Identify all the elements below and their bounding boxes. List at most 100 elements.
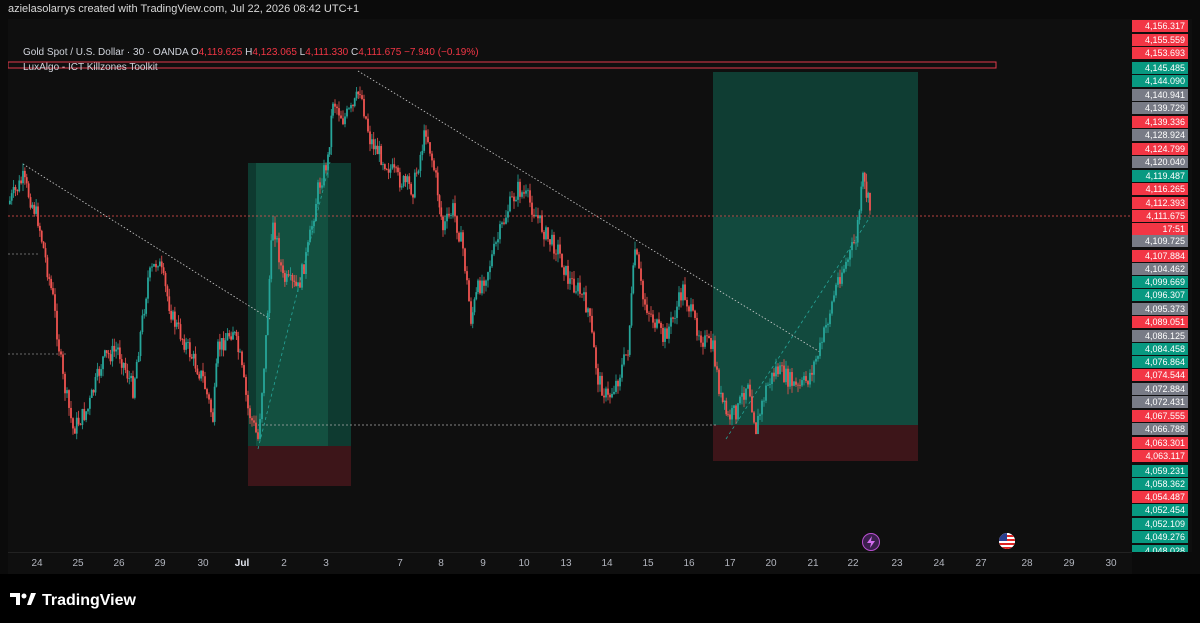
top-bar: azielasolarrys created with TradingView.… — [0, 0, 1200, 18]
time-label: 29 — [1063, 558, 1075, 569]
long-position-1-stop[interactable] — [248, 446, 351, 486]
price-label: 4,096.307 — [1132, 289, 1188, 301]
projection-line-1 — [257, 161, 331, 450]
time-label: 25 — [72, 558, 84, 569]
price-label: 4,095.373 — [1132, 303, 1188, 315]
price-label: 4,067.555 — [1132, 410, 1188, 422]
projection-line-2 — [725, 216, 871, 440]
chart-pane[interactable]: Gold Spot / U.S. Dollar · 30 · OANDA O4,… — [8, 19, 1132, 552]
us-flag-icon[interactable] — [999, 533, 1015, 549]
high-label: H — [245, 47, 253, 58]
resistance-zone[interactable] — [8, 61, 997, 69]
long-position-1-inner — [256, 163, 328, 446]
price-label: 4,059.231 — [1132, 465, 1188, 477]
price-label: 4,144.090 — [1132, 75, 1188, 87]
price-label: 4,052.109 — [1132, 518, 1188, 530]
price-label: 4,049.276 — [1132, 531, 1188, 543]
long-position-2-entry[interactable] — [713, 217, 918, 425]
open-value: 4,119.625 — [198, 47, 243, 58]
price-label: 4,124.799 — [1132, 143, 1188, 155]
price-label: 4,112.393 — [1132, 197, 1188, 209]
symbol-title[interactable]: Gold Spot / U.S. Dollar · 30 · OANDA — [23, 47, 189, 58]
time-label: 30 — [197, 558, 209, 569]
price-label: 4,054.487 — [1132, 491, 1188, 503]
time-label: 7 — [397, 558, 403, 569]
price-label: 4,107.884 — [1132, 250, 1188, 262]
price-label: 4,072.884 — [1132, 383, 1188, 395]
time-label: 8 — [438, 558, 444, 569]
price-label: 4,139.729 — [1132, 102, 1188, 114]
price-label: 4,076.864 — [1132, 356, 1188, 368]
price-label: 4,119.487 — [1132, 170, 1188, 182]
tradingview-logo-icon — [10, 591, 36, 612]
price-label: 4,111.675 — [1132, 210, 1188, 222]
price-label: 4,116.265 — [1132, 183, 1188, 195]
price-label: 4,104.462 — [1132, 263, 1188, 275]
price-label: 4,156.317 — [1132, 20, 1188, 32]
time-label: 24 — [933, 558, 945, 569]
price-label: 4,128.924 — [1132, 129, 1188, 141]
time-label: 24 — [31, 558, 43, 569]
time-axis[interactable]: 24 25 26 29 30 Jul 2 3 7 8 9 10 13 14 15 16 17 20 21 22 23 24… — [8, 552, 1132, 575]
price-scale[interactable]: 4,156.317 4,155.559 4,153.693 4,145.485 4,14… — [1132, 19, 1192, 552]
time-label: 14 — [601, 558, 613, 569]
low-value: 4,111.330 — [305, 47, 349, 58]
time-label: 3 — [323, 558, 329, 569]
chart-credit: azielasolarrys created with TradingView.… — [8, 3, 360, 15]
time-label: 10 — [518, 558, 530, 569]
high-value: 4,123.065 — [252, 47, 297, 58]
price-label: 4,072.431 — [1132, 396, 1188, 408]
tradingview-brand[interactable]: TradingView — [10, 591, 136, 611]
open-label: O — [190, 47, 199, 58]
time-label: 13 — [560, 558, 572, 569]
candle-series — [8, 86, 871, 441]
price-label: 4,048.028 — [1132, 545, 1188, 552]
price-label: 4,153.693 — [1132, 47, 1188, 59]
long-position-2-target[interactable] — [713, 72, 918, 217]
time-label: 23 — [891, 558, 903, 569]
price-label: 4,063.117 — [1132, 450, 1188, 462]
time-label: 9 — [480, 558, 486, 569]
time-label: 16 — [683, 558, 695, 569]
price-label: 4,155.559 — [1132, 34, 1188, 46]
time-label: 20 — [765, 558, 777, 569]
price-label: 4,052.454 — [1132, 504, 1188, 516]
price-label: 4,139.336 — [1132, 116, 1188, 128]
time-label: 15 — [642, 558, 654, 569]
price-label: 4,140.941 — [1132, 89, 1188, 101]
price-label: 4,099.669 — [1132, 276, 1188, 288]
time-label: 28 — [1021, 558, 1033, 569]
time-label: 17 — [724, 558, 736, 569]
time-label: 21 — [807, 558, 819, 569]
time-label: Jul — [234, 558, 250, 569]
price-label: 17:51 — [1132, 223, 1188, 235]
price-label: 4,063.301 — [1132, 437, 1188, 449]
time-label: 30 — [1105, 558, 1117, 569]
price-label: 4,058.362 — [1132, 478, 1188, 490]
price-label: 4,066.788 — [1132, 423, 1188, 435]
price-chart[interactable] — [8, 19, 1132, 552]
chart-legend: Gold Spot / U.S. Dollar · 30 · OANDA O4,… — [23, 47, 479, 73]
time-label: 29 — [154, 558, 166, 569]
tradingview-wordmark: TradingView — [42, 592, 136, 609]
trendline-1 — [22, 163, 271, 320]
price-label: 4,089.051 — [1132, 316, 1188, 328]
time-label: 2 — [281, 558, 287, 569]
price-label: 4,086.125 — [1132, 330, 1188, 342]
time-label: 27 — [975, 558, 987, 569]
price-label: 4,120.040 — [1132, 156, 1188, 168]
price-label: 4,109.725 — [1132, 235, 1188, 247]
lightning-icon[interactable] — [862, 533, 880, 551]
long-position-2-stop[interactable] — [713, 425, 918, 461]
footer: TradingView — [0, 574, 1200, 623]
close-label: C — [351, 47, 359, 58]
time-label: 26 — [113, 558, 125, 569]
price-label: 4,084.458 — [1132, 343, 1188, 355]
close-value: 4,111.675 — [358, 47, 402, 58]
price-label: 4,074.544 — [1132, 369, 1188, 381]
trendline-2 — [357, 70, 821, 353]
time-label: 22 — [847, 558, 859, 569]
indicator-title[interactable]: LuxAlgo - ICT Killzones Toolkit — [23, 62, 158, 73]
low-label: L — [299, 47, 306, 58]
